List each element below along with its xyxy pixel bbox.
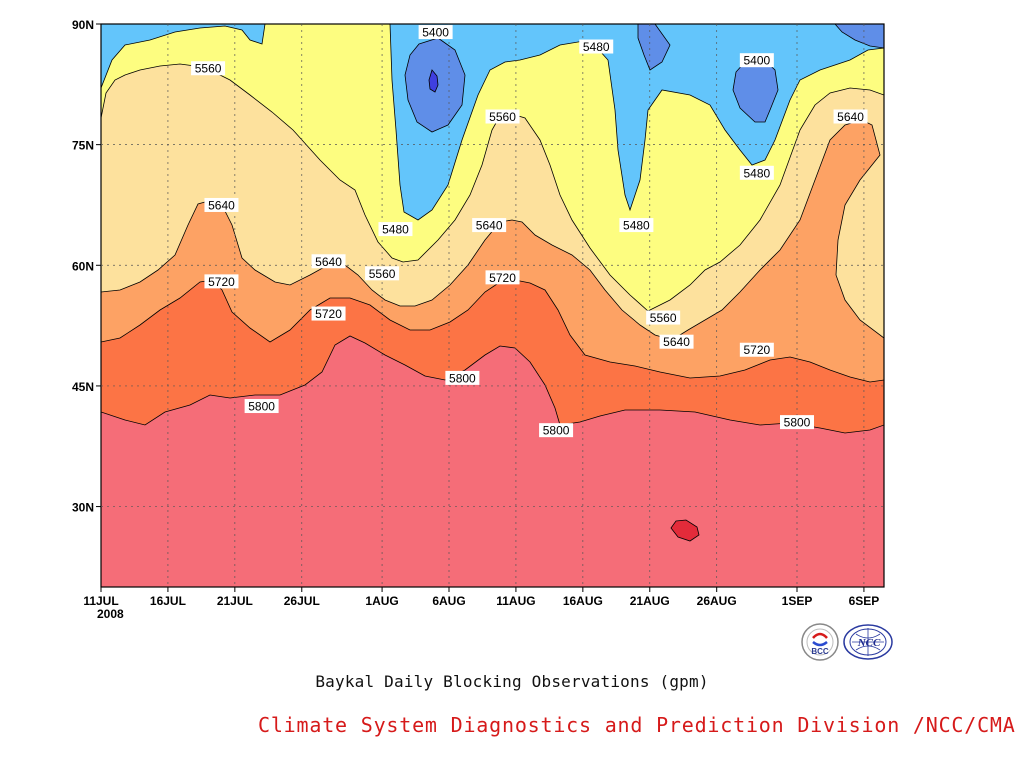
contour-label-bg: [485, 109, 520, 124]
fill-band-5880-plus: [670, 519, 700, 542]
contour-label-bg: [833, 109, 868, 124]
contour-label-bg: [619, 218, 654, 233]
contour-label-bg: [739, 342, 774, 357]
contour-label: 5560: [195, 62, 222, 76]
contour-label-bg: [204, 197, 239, 212]
contour-label: 5640: [663, 335, 690, 349]
contour-label: 5480: [743, 166, 770, 180]
contour-label-bg: [311, 306, 346, 321]
fill-band-below-5320: [428, 69, 439, 93]
contour-label-bg: [739, 53, 774, 68]
y-tick-label: 75N: [72, 139, 94, 153]
contour-label: 5800: [784, 416, 811, 430]
y-tick-label: 45N: [72, 380, 94, 394]
x-tick-label: 11JUL: [83, 594, 118, 608]
contour-label-bg: [659, 334, 694, 349]
x-tick-label: 21AUG: [630, 594, 670, 608]
contour-label: 5640: [837, 110, 864, 124]
y-tick-label: 90N: [72, 18, 94, 32]
contour-label-bg: [418, 25, 453, 40]
bcc-logo-icon: BCC: [801, 623, 839, 661]
x-axis: 11JUL 16JUL 21JUL 26JUL 1AUG 6AUG 11AUG 16AUG 21…: [83, 587, 879, 621]
credit-text: Climate System Diagnostics and Predictio…: [258, 713, 1016, 737]
contour-label: 5720: [315, 307, 342, 321]
contour-label-bg: [244, 399, 279, 414]
contour-label-bg: [378, 222, 413, 237]
x-tick-label: 1SEP: [782, 594, 813, 608]
contour-label: 5800: [543, 424, 570, 438]
contour-labels: 5400 5480 5400 5560 5560 5640 5480 5640 5480 5640…: [191, 25, 868, 438]
contour-label-bg: [191, 61, 226, 76]
x-tick-label: 11AUG: [496, 594, 535, 608]
x-tick-label: 26JUL: [284, 594, 320, 608]
ncc-logo-icon: NCC: [843, 624, 893, 660]
contour-label: 5400: [422, 26, 449, 40]
contour-label-bg: [472, 218, 507, 233]
contour-label: 5640: [315, 255, 342, 269]
x-tick-label: 6SEP: [849, 594, 880, 608]
x-tick-label: 1AUG: [365, 594, 398, 608]
contour-label: 5640: [476, 219, 503, 233]
contour-label: 5640: [208, 198, 235, 212]
contour-label: 5800: [248, 400, 275, 414]
contour-label-bg: [780, 415, 814, 430]
fill-band-5320-5400-b: [637, 24, 671, 71]
x-year-label: 2008: [97, 607, 124, 621]
contour-label-bg: [311, 254, 346, 269]
fill-band-5400-5480-left: [101, 24, 266, 89]
bcc-logo-label: BCC: [811, 647, 829, 656]
contour-label-bg: [204, 274, 239, 289]
gridlines: [101, 24, 884, 587]
x-tick-label: 26AUG: [697, 594, 737, 608]
contour-label: 5720: [489, 271, 516, 285]
contour-label: 5560: [369, 267, 396, 281]
plot-frame: [100, 23, 885, 588]
contour-label-bg: [365, 266, 400, 281]
contour-label: 5720: [743, 343, 770, 357]
contour-label-bg: [739, 165, 774, 180]
contour-label: 5480: [583, 40, 610, 54]
x-tick-label: 21JUL: [217, 594, 253, 608]
contour-label: 5480: [382, 223, 409, 237]
y-tick-label: 30N: [72, 501, 94, 515]
contour-label: 5560: [489, 110, 516, 124]
contour-label: 5720: [208, 275, 235, 289]
contour-label: 5400: [743, 54, 770, 68]
contour-label: 5800: [449, 371, 476, 385]
contour-label-bg: [445, 370, 480, 385]
fill-band-5320-5400-d: [834, 24, 884, 49]
y-axis: 90N 75N 60N 45N 30N: [72, 18, 101, 515]
contour-label: 5560: [650, 311, 677, 325]
x-tick-label: 16JUL: [150, 594, 186, 608]
contour-label-bg: [646, 310, 681, 325]
x-tick-label: 6AUG: [432, 594, 465, 608]
contour-label: 5480: [623, 219, 650, 233]
contour-fills: [101, 24, 884, 587]
x-tick-label: 16AUG: [563, 594, 603, 608]
y-tick-label: 60N: [72, 259, 94, 273]
chart-title: Baykal Daily Blocking Observations (gpm): [315, 672, 709, 691]
contour-label-bg: [485, 270, 520, 285]
contour-chart: 90N 75N 60N 45N 30N 11JUL 16JUL 21JUL 26JUL 1AUG…: [72, 18, 885, 621]
contour-label-bg: [539, 423, 574, 438]
contour-label-bg: [579, 39, 614, 54]
ncc-logo-label: NCC: [857, 637, 881, 649]
